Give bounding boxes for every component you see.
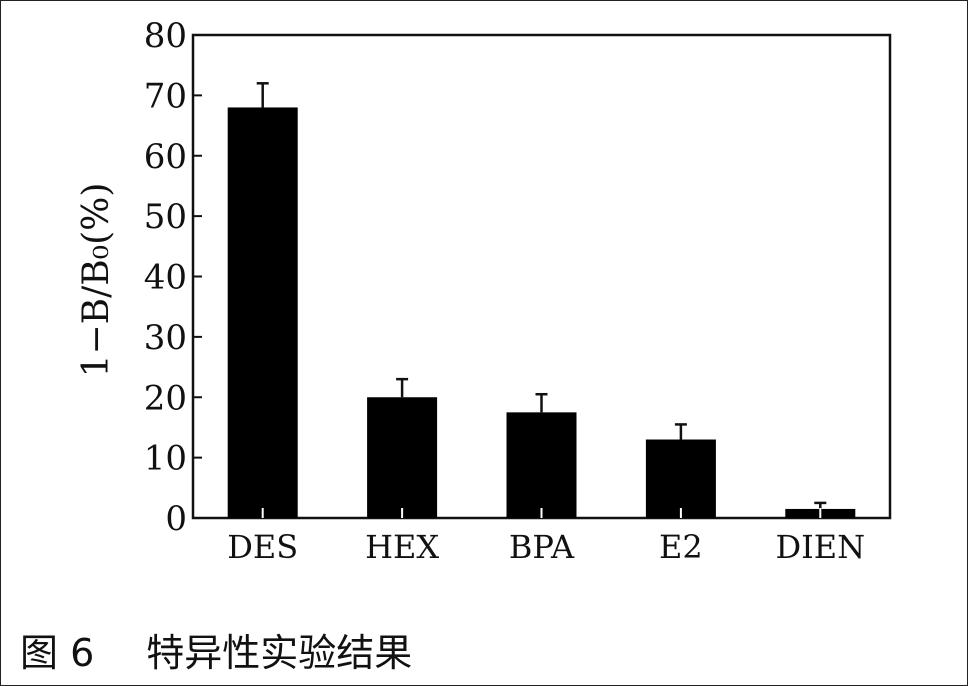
bar <box>645 439 716 518</box>
y-tick-label: 50 <box>144 197 187 237</box>
y-tick-label: 10 <box>144 439 187 479</box>
x-tick-label: DIEN <box>775 528 865 566</box>
x-axis-labels: DES HEX BPA E2 DIEN <box>227 508 865 566</box>
bar <box>506 412 577 518</box>
y-axis-ticks: 0 10 20 30 40 50 60 70 80 <box>144 16 202 539</box>
y-tick-label: 80 <box>144 16 187 56</box>
y-tick-label: 30 <box>144 318 187 358</box>
x-tick-label: E2 <box>659 528 703 566</box>
y-tick-label: 70 <box>144 76 187 116</box>
y-tick-label: 0 <box>165 499 187 539</box>
y-tick-label: 20 <box>144 378 187 418</box>
x-tick-label: DES <box>227 528 298 566</box>
y-axis-label: 1−B/B₀(%) <box>76 183 117 378</box>
bar-chart: 0 10 20 30 40 50 60 70 80 DES HEX BPA E2 DIEN 1−B/B₀… <box>76 16 892 566</box>
y-tick-label: 40 <box>144 258 187 298</box>
bar <box>367 397 438 518</box>
caption-prefix: 图 6 <box>20 631 95 675</box>
x-tick-label: HEX <box>365 528 439 566</box>
chart-bars <box>227 82 856 518</box>
caption-title: 特异性实验结果 <box>146 631 413 675</box>
x-tick-label: BPA <box>509 528 575 566</box>
y-tick-label: 60 <box>144 137 187 177</box>
bar <box>227 107 298 518</box>
figure-caption: 图 6 特异性实验结果 <box>20 622 412 677</box>
